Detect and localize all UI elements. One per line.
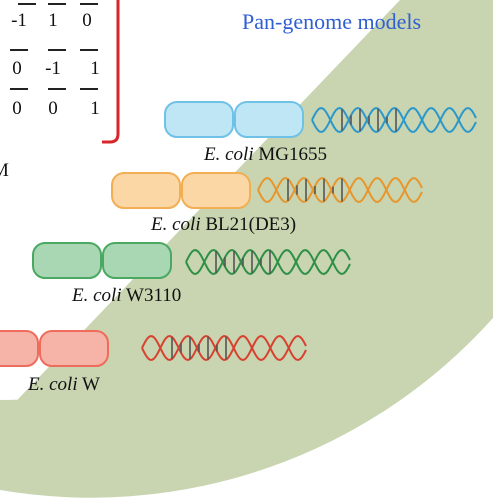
bacterium-cell [39, 330, 109, 367]
strain-label: E. coli BL21(DE3) [151, 214, 296, 236]
species-name: E. coli [151, 214, 201, 235]
matrix-overline [80, 3, 98, 5]
matrix-overline [80, 88, 98, 90]
matrix-overline [10, 49, 28, 51]
dna-strand [311, 106, 477, 134]
matrix-cell: 0 [48, 98, 58, 119]
matrix-right-bracket [102, 0, 120, 144]
strain-label: E. coli MG1655 [204, 144, 327, 166]
dna-helix-icon [141, 334, 307, 362]
strain-name: W3110 [126, 285, 182, 306]
bacterium-cell [0, 330, 39, 367]
species-name: E. coli [204, 144, 254, 165]
strain-label: E. coli W [28, 374, 100, 396]
strain-label: E. coli W3110 [72, 285, 181, 307]
outer-white-region [0, 318, 493, 498]
section-title: Pan-genome models [242, 9, 422, 34]
strain-name: W [82, 374, 100, 395]
matrix-cell: 0 [12, 58, 22, 79]
model-label-fragment: M [0, 160, 9, 181]
dna-strand [311, 106, 477, 134]
dna-strand [257, 176, 423, 204]
dna-strand [185, 248, 351, 276]
species-name: E. coli [72, 285, 122, 306]
strain-name: MG1655 [258, 144, 327, 165]
matrix-overline [48, 88, 66, 90]
bacterium-cell [164, 101, 234, 138]
matrix-cell: 1 [90, 58, 100, 79]
species-name: E. coli [28, 374, 78, 395]
matrix-overline [18, 3, 36, 5]
dna-strand [141, 334, 307, 362]
matrix-cell: 0 [82, 10, 92, 31]
matrix-cell: 1 [48, 10, 58, 31]
bacterium-cell [234, 101, 304, 138]
matrix-overline [80, 49, 98, 51]
bacterium-cell [102, 242, 172, 279]
dna-helix-icon [311, 106, 477, 134]
dna-strand [185, 248, 351, 276]
dna-helix-icon [257, 176, 423, 204]
matrix-cell: -1 [45, 58, 61, 79]
matrix-overline [48, 3, 66, 5]
matrix-cell: 1 [90, 98, 100, 119]
dna-strand [257, 176, 423, 204]
matrix-overline [48, 49, 66, 51]
matrix-cell: -1 [11, 10, 27, 31]
strain-name: BL21(DE3) [205, 214, 297, 235]
bacterium-cell [32, 242, 102, 279]
dna-strand [141, 334, 307, 362]
matrix-overline [10, 88, 28, 90]
matrix-cell: 0 [12, 98, 22, 119]
bacterium-cell [181, 172, 251, 209]
bacterium-cell [111, 172, 181, 209]
dna-helix-icon [185, 248, 351, 276]
